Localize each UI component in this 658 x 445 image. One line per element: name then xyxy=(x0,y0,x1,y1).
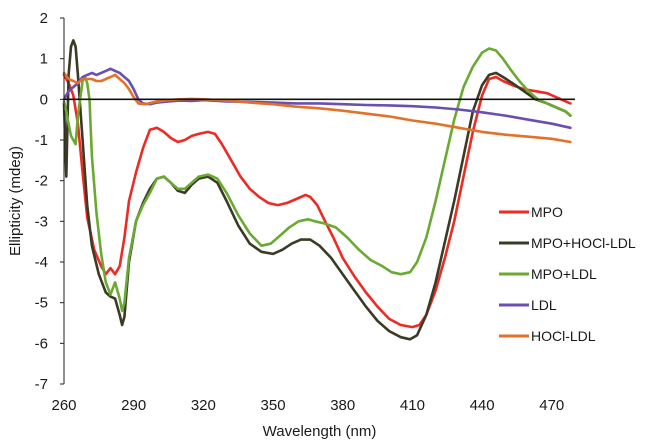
legend-label: MPO+HOCl-LDL xyxy=(531,235,636,251)
x-tick-label: 290 xyxy=(121,397,146,414)
x-tick-label: 350 xyxy=(261,397,286,414)
x-tick-label: 380 xyxy=(330,397,355,414)
series-line-hocl-ldl xyxy=(62,71,572,144)
y-tick-label: -5 xyxy=(35,295,48,312)
series-line-mpo-ldl xyxy=(62,47,572,313)
y-tick-label: 1 xyxy=(40,51,48,68)
y-tick-label: -7 xyxy=(35,376,48,393)
x-tick-label: 320 xyxy=(191,397,216,414)
legend: MPO MPO+HOCl-LDL MPO+LDL LDL HOCl-LDL xyxy=(499,204,636,344)
legend-label: MPO xyxy=(531,204,563,220)
y-tick-label: -4 xyxy=(35,254,48,271)
y-tick-label: 0 xyxy=(40,91,48,108)
y-tick-label: -6 xyxy=(35,335,48,352)
x-axis-title: Wavelength (nm) xyxy=(263,423,377,440)
legend-label: MPO+LDL xyxy=(531,266,597,282)
series-group xyxy=(62,39,572,341)
y-tick-label: -2 xyxy=(35,173,48,190)
x-tick-label: 260 xyxy=(51,397,76,414)
y-axis-title: Ellipticity (mdeg) xyxy=(7,146,24,256)
x-ticks-group: 260 290 320 350 380 410 440 470 xyxy=(51,397,564,414)
series-line-mpo-hocl-ldl xyxy=(62,39,572,341)
x-tick-label: 440 xyxy=(470,397,495,414)
y-tick-label: -1 xyxy=(35,132,48,149)
x-tick-label: 470 xyxy=(539,397,564,414)
y-tick-label: 2 xyxy=(40,10,48,27)
y-ticks-group: -7 -6 -5 -4 -3 -2 -1 0 1 2 xyxy=(35,10,64,393)
series-line-mpo xyxy=(62,73,572,329)
y-tick-label: -3 xyxy=(35,213,48,230)
legend-label: LDL xyxy=(531,297,557,313)
x-tick-label: 410 xyxy=(400,397,425,414)
legend-label: HOCl-LDL xyxy=(531,328,596,344)
